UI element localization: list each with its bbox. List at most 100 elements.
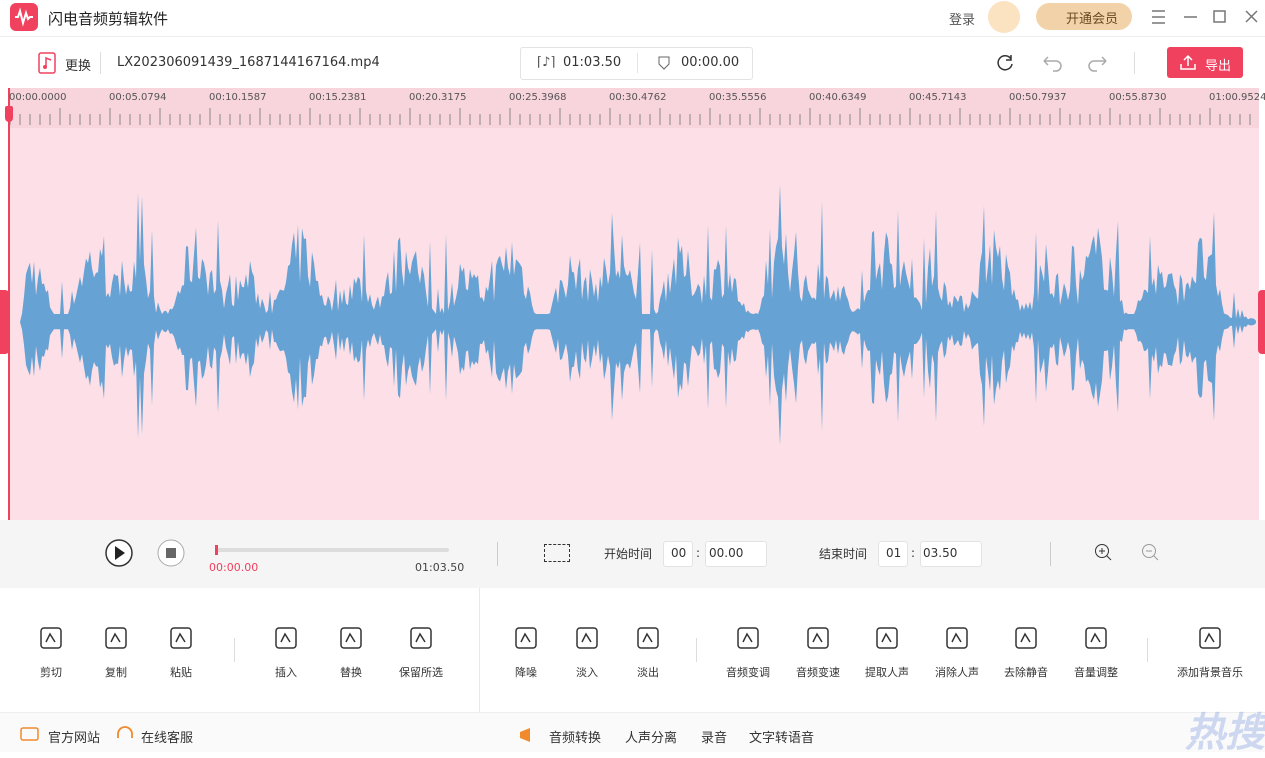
- tool-icon[interactable]: [574, 625, 600, 651]
- music-file-icon: [38, 52, 56, 74]
- tool-label[interactable]: 插入: [275, 666, 297, 679]
- tool-label[interactable]: 剪切: [40, 666, 62, 679]
- divider: [497, 542, 498, 566]
- start-label: 开始时间: [604, 547, 653, 561]
- footer-feature[interactable]: 音频转换: [549, 731, 602, 746]
- window-controls[interactable]: [1150, 8, 1260, 26]
- separator: :: [911, 546, 916, 560]
- total-time: 01:03.50: [415, 561, 465, 574]
- start-min[interactable]: 00: [671, 546, 687, 560]
- end-sec[interactable]: 03.50: [923, 546, 958, 560]
- player-bar: [0, 520, 1265, 588]
- tool-label[interactable]: 复制: [105, 666, 127, 679]
- tool-icon[interactable]: [1197, 625, 1223, 651]
- tool-label[interactable]: 音频变调: [726, 666, 770, 679]
- tool-icon[interactable]: [944, 625, 970, 651]
- divider: [1134, 52, 1135, 74]
- end-min-box[interactable]: [878, 541, 908, 567]
- tool-icon[interactable]: [1013, 625, 1039, 651]
- ruler-label: 01:00.9524: [1209, 92, 1265, 103]
- tool-icon[interactable]: [735, 625, 761, 651]
- divider: [1050, 542, 1051, 566]
- replace-button[interactable]: 更换: [65, 59, 92, 74]
- ruler-label: 00:10.1587: [209, 92, 267, 103]
- tool-label[interactable]: 保留所选: [399, 666, 443, 679]
- current-time: 00:00.00: [209, 561, 259, 574]
- footer-feature[interactable]: 人声分离: [625, 731, 678, 746]
- export-label[interactable]: 导出: [1205, 59, 1232, 74]
- tool-icon[interactable]: [338, 625, 364, 651]
- divider: [100, 52, 101, 74]
- waveform: [9, 108, 1256, 446]
- export-icon[interactable]: [1179, 54, 1197, 71]
- ruler-label: 00:40.6349: [809, 92, 867, 103]
- watermark: 热搜下载: [1185, 710, 1265, 756]
- tool-icon[interactable]: [103, 625, 129, 651]
- tool-label[interactable]: 去除静音: [1004, 666, 1048, 679]
- tool-icon[interactable]: [168, 625, 194, 651]
- right-handle[interactable]: [1258, 290, 1265, 354]
- select-icon[interactable]: [544, 544, 570, 562]
- ruler-label: 00:20.3175: [409, 92, 467, 103]
- file-name: LX202306091439_1687144167164.mp4: [117, 55, 380, 70]
- export-button[interactable]: [1167, 47, 1243, 78]
- divider: [479, 588, 480, 712]
- end-min[interactable]: 01: [886, 546, 902, 560]
- tool-label[interactable]: 音量调整: [1074, 666, 1118, 679]
- tool-label[interactable]: 粘贴: [170, 666, 192, 679]
- divider: [696, 638, 697, 662]
- tool-icon[interactable]: [635, 625, 661, 651]
- progress-track[interactable]: [215, 548, 449, 552]
- start-sec-box[interactable]: [705, 541, 767, 567]
- footer-feature[interactable]: 文字转语音: [749, 731, 815, 746]
- tool-icon[interactable]: [1083, 625, 1109, 651]
- duration-icon: ⌈♪⌉: [537, 55, 556, 70]
- progress-thumb[interactable]: [215, 545, 218, 555]
- login[interactable]: 登录: [949, 13, 976, 28]
- history-controls[interactable]: [996, 53, 1116, 73]
- tool-label[interactable]: 淡出: [637, 666, 659, 679]
- ruler-label: 00:00.0000: [9, 92, 67, 103]
- divider: [0, 36, 1265, 37]
- ruler-label: 00:05.0794: [109, 92, 167, 103]
- ruler-ticks: [9, 108, 1251, 125]
- waveform-shape: [20, 184, 1256, 446]
- tool-icon[interactable]: [513, 625, 539, 651]
- footer-feature[interactable]: 录音: [701, 731, 728, 746]
- logo-icon: [15, 7, 33, 27]
- tool-icon[interactable]: [38, 625, 64, 651]
- footer-link[interactable]: 在线客服: [141, 731, 194, 746]
- divider: [234, 638, 235, 662]
- tool-label[interactable]: 添加背景音乐: [1177, 666, 1243, 679]
- avatar[interactable]: [988, 1, 1020, 33]
- footer-icons: [20, 726, 530, 742]
- tool-label[interactable]: 降噪: [515, 666, 537, 679]
- zoom-controls[interactable]: [1094, 543, 1160, 561]
- start-min-box[interactable]: [663, 541, 693, 567]
- start-sec[interactable]: 00.00: [709, 546, 744, 560]
- tool-label[interactable]: 提取人声: [865, 666, 909, 679]
- tool-label[interactable]: 替换: [340, 666, 362, 679]
- vip-button[interactable]: [1036, 3, 1132, 30]
- tool-icon[interactable]: [408, 625, 434, 651]
- tool-label[interactable]: 淡入: [576, 666, 598, 679]
- tool-label[interactable]: 消除人声: [935, 666, 979, 679]
- playhead: [8, 88, 10, 520]
- position-icon: [658, 56, 670, 70]
- play-controls[interactable]: [104, 538, 188, 568]
- divider: [637, 53, 638, 73]
- tool-icon[interactable]: [805, 625, 831, 651]
- end-sec-box[interactable]: [920, 541, 982, 567]
- tool-icon[interactable]: [874, 625, 900, 651]
- left-handle[interactable]: [0, 290, 9, 354]
- position: 00:00.00: [681, 55, 740, 70]
- tool-icon[interactable]: [273, 625, 299, 651]
- footer-link[interactable]: 官方网站: [48, 731, 101, 746]
- playhead-handle[interactable]: [5, 106, 13, 122]
- separator: :: [696, 546, 701, 560]
- ruler-label: 00:45.7143: [909, 92, 967, 103]
- tool-label[interactable]: 音频变速: [796, 666, 840, 679]
- end-label: 结束时间: [819, 547, 868, 561]
- time-display: [520, 47, 753, 80]
- vip-label[interactable]: 开通会员: [1066, 12, 1119, 27]
